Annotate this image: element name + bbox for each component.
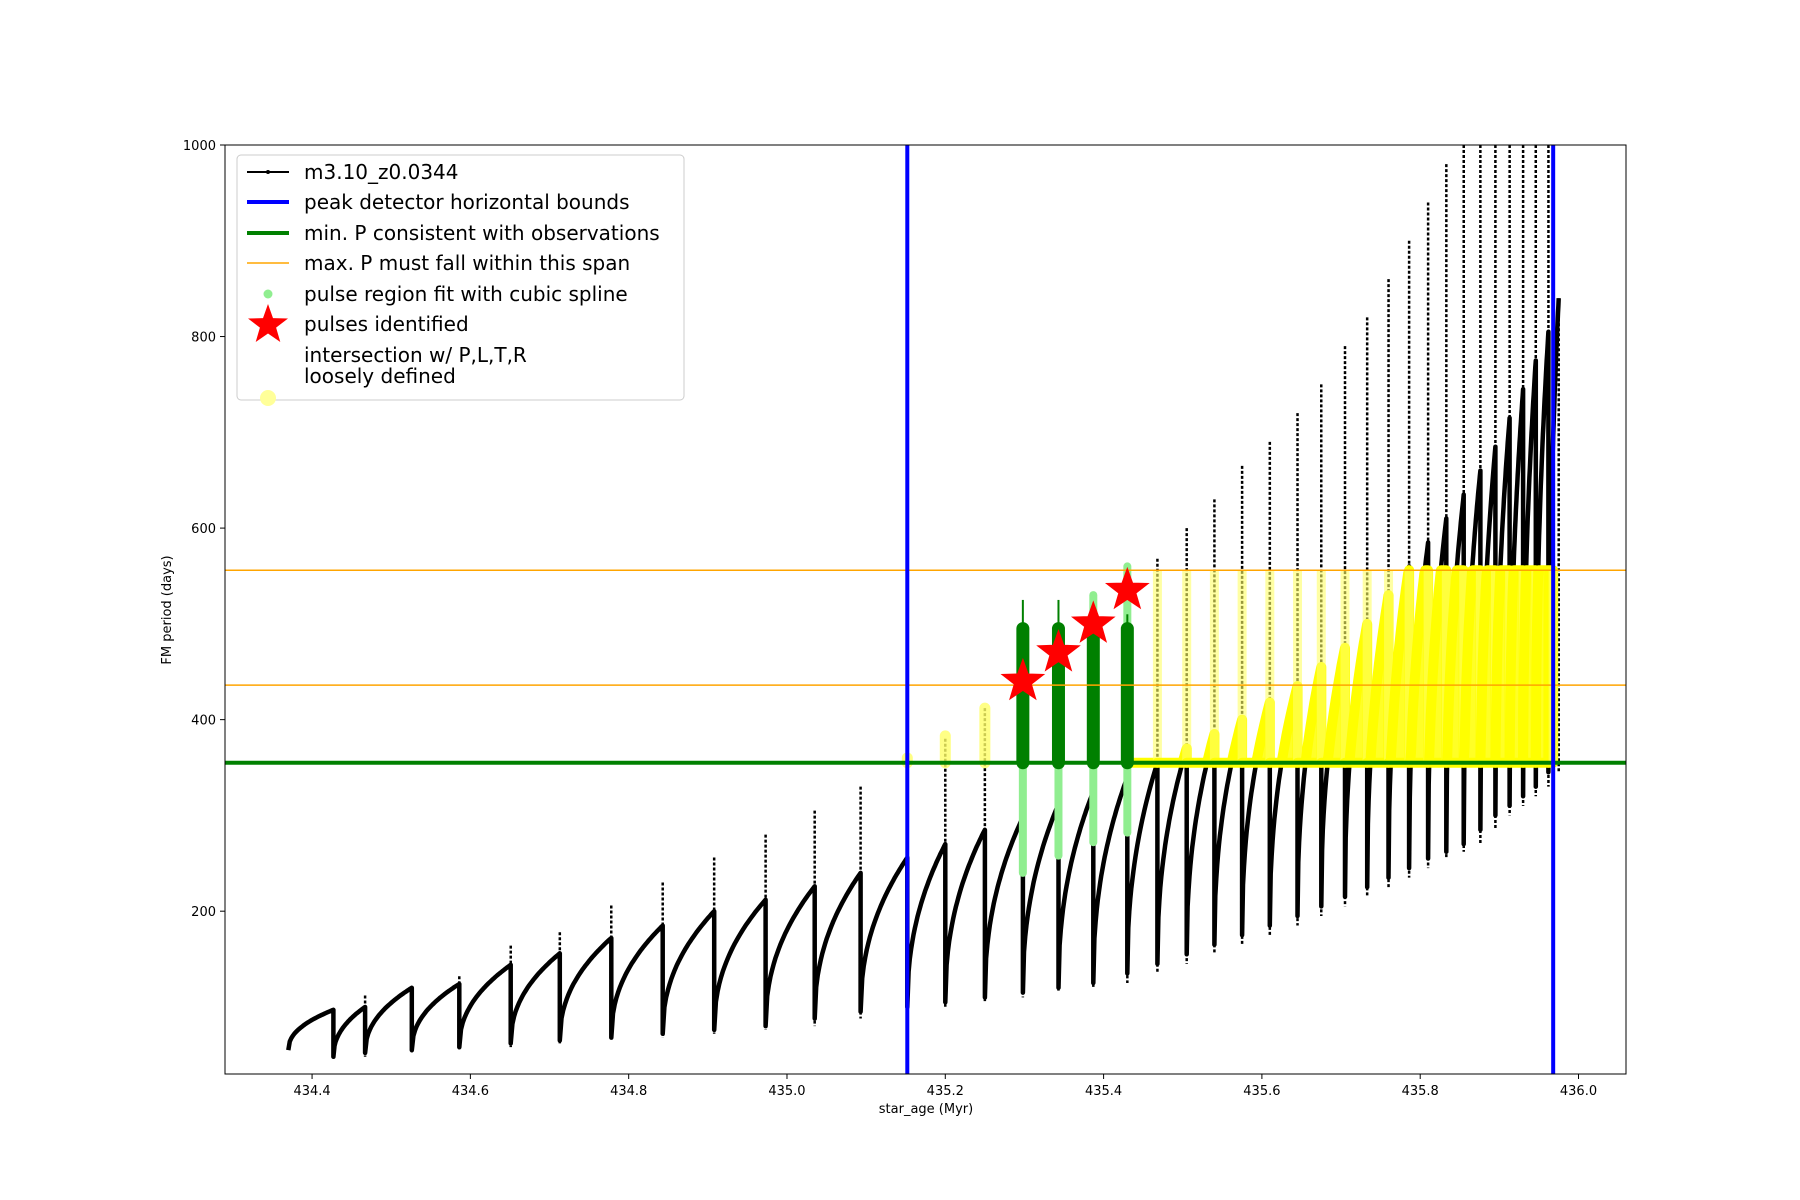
legend-label: m3.10_z0.0344 [304,160,459,184]
legend-label: min. P consistent with observations [304,221,660,245]
y-tick-label: 600 [191,522,216,537]
pulse-star [1000,657,1046,701]
legend-label: peak detector horizontal bounds [304,190,630,214]
legend-item: pulse region fit with cubic spline [263,282,628,306]
legend-swatch-dot [266,170,270,174]
y-tick-label: 1000 [183,139,216,154]
x-tick-label: 435.0 [768,1084,805,1099]
y-tick-label: 800 [191,331,216,346]
legend-label: pulses identified [304,312,469,336]
legend-item: max. P must fall within this span [247,251,630,275]
legend-swatch [248,304,288,342]
plot-content [225,145,1626,1074]
y-tick-label: 400 [191,714,216,729]
x-tick-label: 434.4 [293,1084,330,1099]
pulse-star [1036,629,1081,672]
x-tick-label: 436.0 [1560,1084,1597,1099]
series-pulses-identified [1000,566,1150,701]
pulse-star [1104,566,1150,610]
legend-label: pulse region fit with cubic spline [304,282,628,306]
pulse-star [1070,600,1116,643]
x-tick-label: 435.4 [1085,1084,1122,1099]
y-axis-label: FM period (days) [160,555,175,664]
legend-swatch [263,289,273,299]
legend-label: max. P must fall within this span [304,251,630,275]
y-tick-label: 200 [191,905,216,920]
x-axis-label: star_age (Myr) [879,1102,973,1117]
x-axis: 434.4 434.6 434.8 435.0 435.2 435.4 435.6 435.8… [293,1074,1597,1099]
x-tick-label: 434.8 [610,1084,647,1099]
legend-item: peak detector horizontal bounds [247,190,630,214]
x-tick-label: 434.6 [452,1084,489,1099]
legend-item: pulses identified [248,304,469,342]
x-tick-label: 435.6 [1243,1084,1280,1099]
legend-item: m3.10_z0.0344 [247,160,459,184]
x-tick-label: 435.8 [1402,1084,1439,1099]
y-axis: 200 400 600 800 1000 [183,139,225,920]
legend-item: min. P consistent with observations [247,221,660,245]
legend-label-line2: loosely defined [304,364,456,388]
plot-frame [224,144,1627,1075]
legend-box [236,154,685,401]
x-tick-label: 435.2 [927,1084,964,1099]
legend-swatch [260,390,276,406]
legend-label: intersection w/ P,L,T,R [304,343,527,367]
